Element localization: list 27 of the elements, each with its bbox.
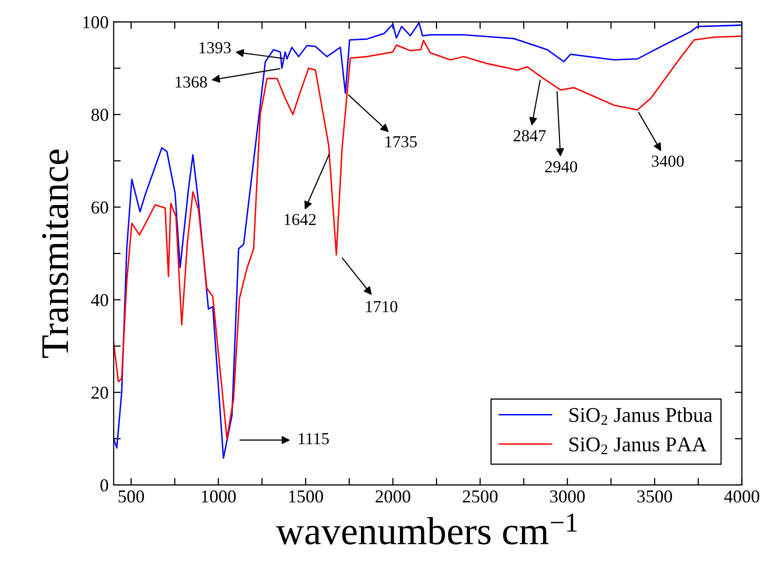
annotation: 1115 [298, 433, 329, 444]
y-tick-label: 100 [83, 16, 108, 28]
x-tick-label: 1000 [202, 490, 236, 503]
annotation: 2940 [545, 161, 578, 172]
x-tick-label: 500 [118, 490, 144, 503]
x-axis-title: wavenumbers cm$^{−1}$ [276, 514, 577, 544]
x-tick-label: 2000 [376, 490, 410, 503]
annotation: 1735 [386, 136, 417, 148]
y-tick-label: 0 [100, 479, 108, 492]
annotation: 1368 [176, 76, 207, 88]
legend-label: SiO$_{2}$ Janus PAA [570, 437, 707, 454]
y-axis-title: Transmitance [42, 150, 68, 358]
y-tick-label: 80 [91, 108, 108, 121]
y-tick-label: 60 [92, 201, 108, 214]
annotation: 1642 [284, 214, 316, 226]
annotation: 2847 [514, 130, 546, 142]
x-tick-label: 3500 [637, 490, 672, 503]
annotation: 3400 [652, 156, 684, 167]
annotation: 1393 [200, 42, 231, 54]
y-tick-label: 20 [92, 386, 108, 399]
y-tick-label: 40 [91, 294, 108, 306]
x-tick-label: 4000 [724, 490, 760, 503]
x-tick-label: 3000 [550, 490, 585, 503]
annotation: 1710 [366, 301, 398, 312]
legend-label: SiO$_{2}$ Janus Ptbua [570, 407, 712, 425]
x-tick-label: 2500 [462, 490, 498, 503]
x-tick-label: 1500 [289, 490, 323, 503]
